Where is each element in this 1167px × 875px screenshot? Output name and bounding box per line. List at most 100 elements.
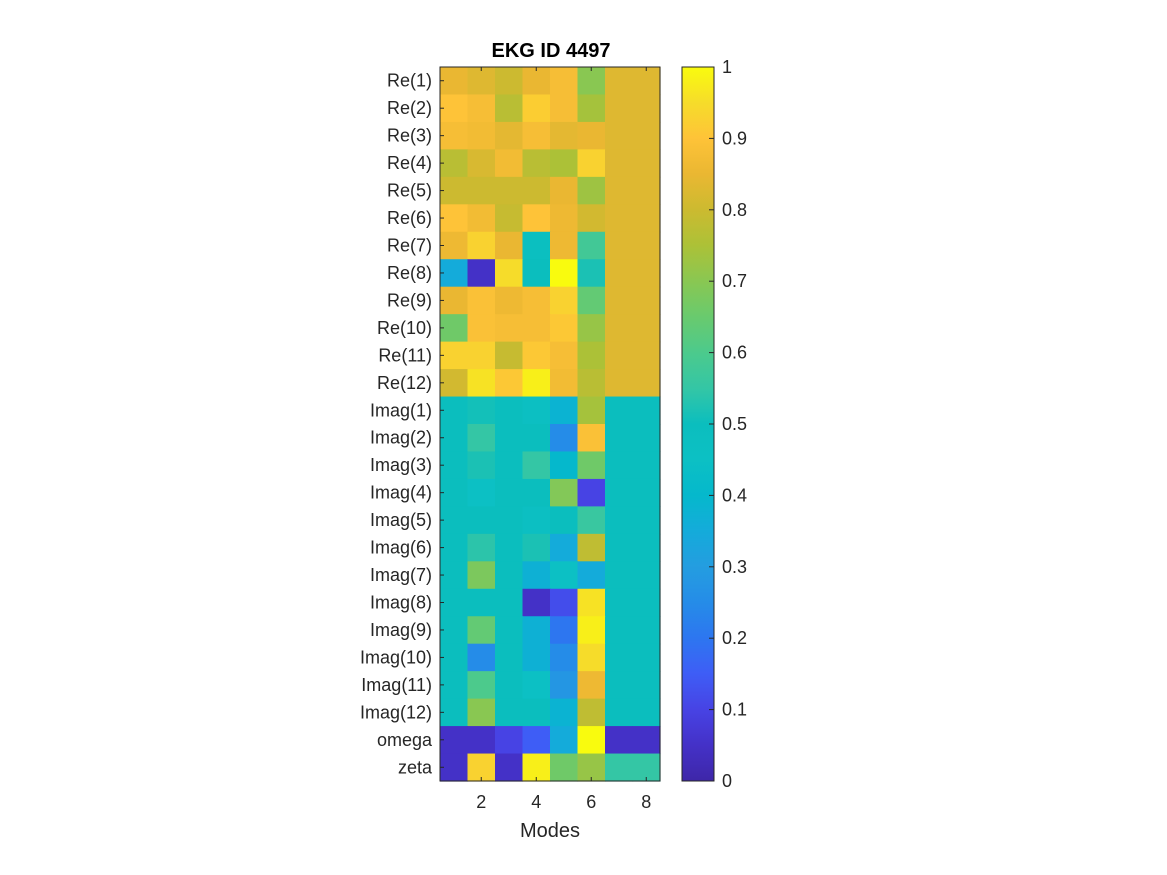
- heatmap-cell: [522, 94, 551, 123]
- heatmap-cell: [632, 506, 661, 535]
- heatmap-cell: [522, 396, 551, 425]
- heatmap-cell: [550, 149, 579, 178]
- heatmap-cell: [550, 643, 579, 672]
- heatmap-cell: [495, 176, 524, 205]
- heatmap-cell: [577, 286, 606, 315]
- heatmap-cell: [577, 698, 606, 727]
- heatmap-cell: [577, 259, 606, 288]
- heatmap-cell: [495, 121, 524, 150]
- heatmap-cell: [632, 259, 661, 288]
- heatmap-cell: [632, 478, 661, 507]
- heatmap-cell: [440, 424, 469, 453]
- heatmap-cell: [495, 753, 524, 782]
- heatmap-cell: [632, 533, 661, 562]
- heatmap-cell: [550, 424, 579, 453]
- heatmap-cell: [577, 478, 606, 507]
- heatmap-cell: [605, 726, 634, 755]
- row-label: Re(12): [377, 373, 432, 393]
- heatmap-cell: [577, 671, 606, 700]
- heatmap-cell: [467, 286, 496, 315]
- row-label: Re(10): [377, 318, 432, 338]
- heatmap-cell: [440, 588, 469, 617]
- heatmap-cell: [605, 698, 634, 727]
- heatmap-cell: [467, 121, 496, 150]
- heatmap-cell: [632, 588, 661, 617]
- heatmap-cell: [467, 424, 496, 453]
- heatmap-cell: [577, 67, 606, 96]
- heatmap-cell: [495, 561, 524, 590]
- heatmap-cell: [632, 643, 661, 672]
- heatmap-cell: [550, 121, 579, 150]
- row-labels: Re(1) Re(2) Re(3) Re(4) Re(5) Re(6) Re(7) Re(8)…: [360, 71, 444, 777]
- heatmap-cell: [522, 506, 551, 535]
- heatmap-cell: [522, 369, 551, 398]
- heatmap-cell: [467, 506, 496, 535]
- heatmap-cell: [522, 533, 551, 562]
- heatmap-cell: [605, 94, 634, 123]
- heatmap-cell: [577, 204, 606, 233]
- x-axis-label: Modes: [520, 820, 580, 842]
- row-label: Imag(4): [370, 483, 432, 503]
- heatmap-cell: [495, 204, 524, 233]
- heatmap-cell: [495, 259, 524, 288]
- heatmap-cell: [632, 176, 661, 205]
- heatmap-cell: [605, 671, 634, 700]
- heatmap-cell: [550, 231, 579, 260]
- heatmap-cell: [577, 726, 606, 755]
- heatmap-cell: [467, 149, 496, 178]
- heatmap-cell: [605, 451, 634, 480]
- heatmap-cell: [440, 671, 469, 700]
- heatmap-cell: [467, 671, 496, 700]
- heatmap-cell: [605, 506, 634, 535]
- heatmap-cell: [522, 341, 551, 370]
- heatmap-cell: [577, 533, 606, 562]
- heatmap-cell: [440, 478, 469, 507]
- heatmap-cell: [440, 94, 469, 123]
- row-label: Imag(5): [370, 510, 432, 530]
- heatmap-cell: [605, 204, 634, 233]
- heatmap-cell: [605, 588, 634, 617]
- heatmap-cell: [632, 561, 661, 590]
- heatmap-cell: [467, 726, 496, 755]
- heatmap-cell: [577, 396, 606, 425]
- heatmap-cell: [605, 341, 634, 370]
- heatmap-cell: [522, 286, 551, 315]
- heatmap-cell: [495, 94, 524, 123]
- heatmap-cell: [550, 341, 579, 370]
- heatmap-cell: [632, 341, 661, 370]
- heatmap-cell: [440, 396, 469, 425]
- heatmap-cell: [605, 424, 634, 453]
- heatmap-cell: [495, 588, 524, 617]
- heatmap-cell: [550, 588, 579, 617]
- heatmap-cell: [522, 259, 551, 288]
- heatmap-cell: [550, 176, 579, 205]
- heatmap-cell: [440, 506, 469, 535]
- heatmap-cell: [467, 341, 496, 370]
- colorbar-gradient: [682, 67, 714, 781]
- heatmap-cell: [495, 341, 524, 370]
- row-label: Imag(11): [361, 675, 432, 695]
- row-label: Imag(6): [370, 538, 432, 558]
- heatmap-cell: [440, 753, 469, 782]
- heatmap-cell: [495, 424, 524, 453]
- heatmap-cell: [495, 67, 524, 96]
- heatmap-cell: [495, 451, 524, 480]
- heatmap-cell: [467, 231, 496, 260]
- x-axis-ticks: 2 4 6 8: [476, 67, 651, 812]
- heatmap-cell: [522, 671, 551, 700]
- heatmap-cell: [522, 698, 551, 727]
- heatmap-cell: [495, 506, 524, 535]
- heatmap-cell: [550, 506, 579, 535]
- heatmap-cell: [467, 533, 496, 562]
- heatmap-cell: [605, 176, 634, 205]
- heatmap-cell: [495, 533, 524, 562]
- heatmap-cell: [632, 286, 661, 315]
- heatmap-cell: [522, 204, 551, 233]
- heatmap-cell: [467, 616, 496, 645]
- heatmap-cell: [440, 259, 469, 288]
- row-label: Re(2): [387, 98, 432, 118]
- heatmap-cell: [467, 698, 496, 727]
- heatmap-cell: [605, 149, 634, 178]
- chart-title: EKG ID 4497: [492, 40, 611, 62]
